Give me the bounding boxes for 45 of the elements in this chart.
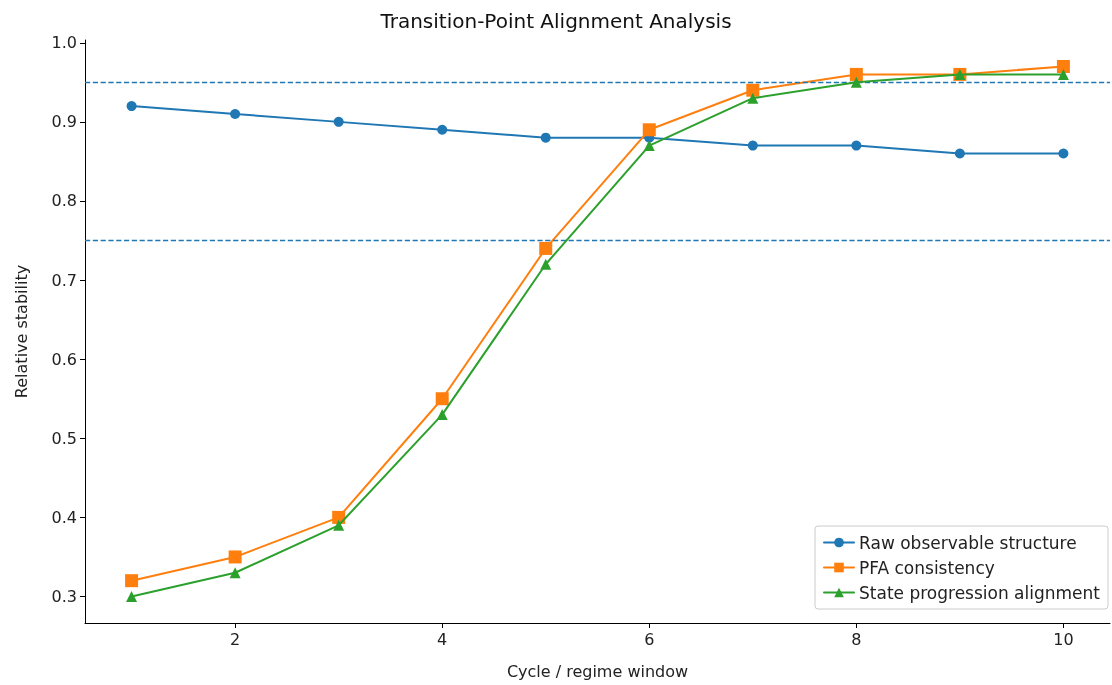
y-tick-label: 0.8	[51, 191, 77, 211]
y-tick-label: 1.0	[51, 33, 77, 53]
y-tick-label: 0.6	[51, 349, 77, 369]
y-tick-label: 0.3	[51, 587, 77, 606]
point	[851, 140, 862, 151]
point	[1058, 148, 1069, 159]
x-tick-label: 8	[851, 629, 862, 649]
x-tick-label: 4	[437, 629, 448, 649]
point	[436, 409, 448, 421]
x-tick-label: 10	[1053, 629, 1074, 649]
point	[643, 140, 655, 152]
point	[229, 567, 241, 579]
y-tick-label: 0.7	[51, 270, 77, 290]
point	[746, 83, 760, 97]
point	[333, 116, 344, 127]
point	[437, 124, 448, 135]
point	[1057, 68, 1069, 80]
point	[954, 148, 965, 159]
point	[850, 76, 862, 88]
point	[228, 550, 242, 564]
point	[333, 519, 345, 531]
legend-label: State progression alignment	[859, 582, 1101, 603]
point	[125, 574, 139, 588]
y-axis-title: Relative stability	[11, 264, 31, 399]
y-tick-label: 0.4	[51, 507, 77, 527]
point	[230, 108, 241, 119]
point	[747, 92, 759, 104]
point	[1056, 60, 1070, 73]
legend-label: Raw observable structure	[859, 532, 1077, 553]
x-tick-label: 6	[644, 629, 655, 649]
point	[126, 101, 137, 112]
x-tick-label: 2	[230, 629, 241, 649]
point	[747, 140, 758, 151]
legend-label: PFA consistency	[859, 557, 995, 578]
chart-title: Transition-Point Alignment Analysis	[379, 9, 732, 33]
point	[642, 123, 656, 137]
y-tick-label: 0.9	[51, 112, 77, 132]
point	[126, 591, 138, 602]
point	[540, 258, 552, 270]
y-tick-label: 0.5	[51, 428, 77, 448]
x-axis-title: Cycle / regime window	[506, 661, 689, 681]
point	[540, 132, 551, 143]
point	[435, 392, 449, 406]
point	[539, 241, 553, 255]
point	[849, 67, 863, 81]
